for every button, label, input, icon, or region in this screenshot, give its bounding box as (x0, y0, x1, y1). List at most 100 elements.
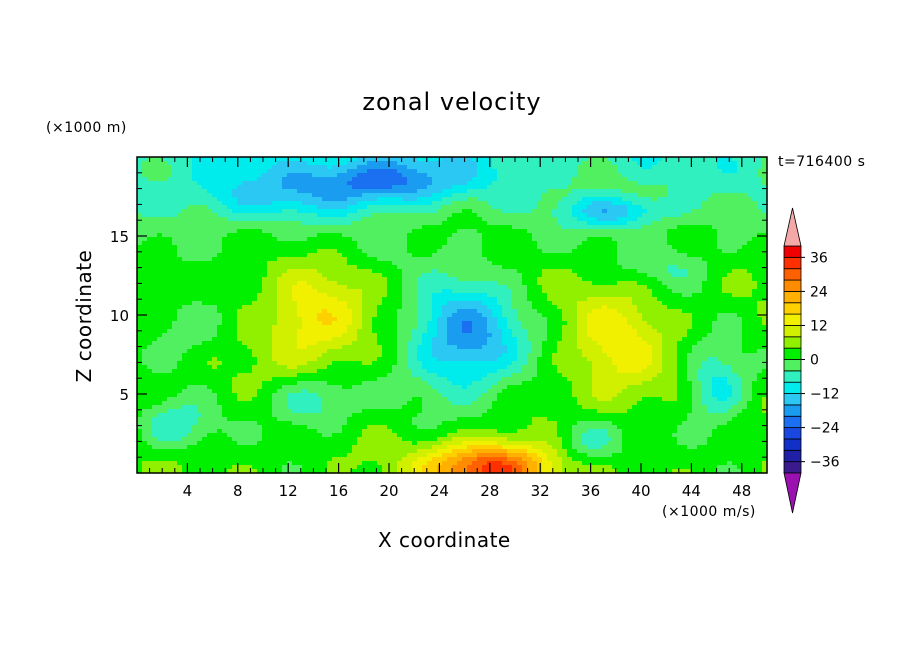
contour-cell (507, 165, 513, 170)
contour-cell (382, 173, 388, 178)
contour-cell (742, 225, 748, 230)
contour-cell (627, 213, 633, 218)
contour-cell (692, 289, 698, 294)
contour-cell (727, 229, 733, 234)
contour-cell (342, 173, 348, 178)
contour-cell (142, 297, 148, 302)
contour-cell (587, 225, 593, 230)
contour-cell (692, 201, 698, 206)
contour-cell (137, 181, 143, 186)
contour-cell (462, 285, 468, 290)
contour-cell (152, 245, 158, 250)
contour-cell (652, 225, 658, 230)
contour-cell (242, 209, 248, 214)
contour-cell (482, 285, 488, 290)
contour-cell (312, 213, 318, 218)
contour-cell (577, 265, 583, 270)
contour-cell (547, 217, 553, 222)
contour-cell (572, 217, 578, 222)
contour-cell (572, 169, 578, 174)
contour-cell (342, 205, 348, 210)
contour-cell (412, 249, 418, 254)
contour-cell (527, 257, 533, 262)
contour-cell (277, 293, 283, 298)
contour-cell (307, 285, 313, 290)
contour-cell (192, 193, 198, 198)
contour-cell (657, 273, 663, 278)
contour-cell (757, 237, 763, 242)
contour-cell (242, 225, 248, 230)
contour-cell (537, 193, 543, 198)
contour-cell (317, 281, 323, 286)
contour-cell (202, 305, 208, 310)
contour-cell (622, 189, 628, 194)
contour-cell (217, 181, 223, 186)
contour-cell (407, 221, 413, 226)
contour-cell (672, 277, 678, 282)
contour-cell (147, 269, 153, 274)
contour-cell (362, 225, 368, 230)
contour-cell (582, 189, 588, 194)
contour-cell (532, 273, 538, 278)
contour-cell (462, 201, 468, 206)
contour-cell (667, 241, 673, 246)
contour-cell (582, 253, 588, 258)
contour-cell (172, 205, 178, 210)
contour-cell (327, 305, 333, 310)
contour-cell (337, 265, 343, 270)
contour-cell (747, 217, 753, 222)
contour-cell (177, 217, 183, 222)
contour-cell (247, 229, 253, 234)
contour-cell (322, 173, 328, 178)
contour-cell (582, 301, 588, 306)
contour-cell (577, 285, 583, 290)
contour-cell (237, 305, 243, 310)
contour-cell (527, 285, 533, 290)
contour-cell (592, 241, 598, 246)
contour-cell (227, 273, 233, 278)
contour-cell (162, 221, 168, 226)
contour-cell (632, 201, 638, 206)
contour-cell (402, 237, 408, 242)
contour-cell (642, 217, 648, 222)
contour-cell (242, 249, 248, 254)
contour-cell (687, 157, 693, 162)
contour-cell (517, 165, 523, 170)
contour-cell (482, 185, 488, 190)
contour-cell (527, 201, 533, 206)
contour-cell (612, 289, 618, 294)
contour-cell (482, 281, 488, 286)
contour-cell (227, 205, 233, 210)
contour-cell (497, 297, 503, 302)
contour-cell (267, 193, 273, 198)
contour-cell (212, 205, 218, 210)
contour-cell (482, 209, 488, 214)
contour-cell (182, 177, 188, 182)
contour-cell (287, 237, 293, 242)
contour-cell (412, 221, 418, 226)
contour-cell (227, 281, 233, 286)
contour-cell (757, 301, 763, 306)
contour-cell (682, 201, 688, 206)
contour-cell (397, 305, 403, 310)
contour-cell (252, 221, 258, 226)
contour-cell (482, 173, 488, 178)
contour-cell (677, 309, 683, 314)
contour-cell (202, 185, 208, 190)
contour-cell (577, 221, 583, 226)
contour-cell (662, 233, 668, 238)
contour-cell (542, 205, 548, 210)
contour-cell (267, 281, 273, 286)
contour-cell (482, 277, 488, 282)
contour-cell (522, 301, 528, 306)
contour-cell (152, 213, 158, 218)
contour-cell (347, 161, 353, 166)
contour-cell (432, 209, 438, 214)
contour-cell (642, 249, 648, 254)
contour-cell (557, 189, 563, 194)
contour-cell (712, 249, 718, 254)
contour-cell (552, 197, 558, 202)
contour-cell (172, 209, 178, 214)
contour-cell (707, 221, 713, 226)
contour-cell (722, 181, 728, 186)
